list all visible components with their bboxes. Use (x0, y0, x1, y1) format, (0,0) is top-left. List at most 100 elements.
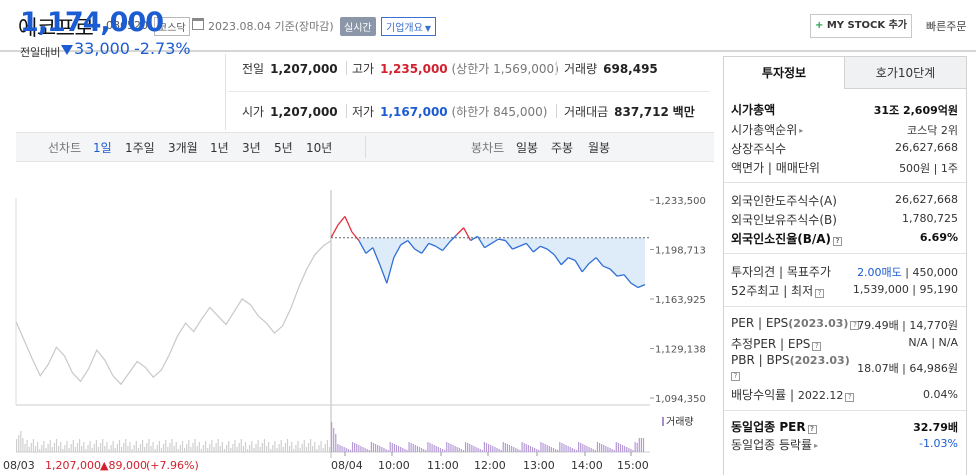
volume-bar-today (477, 448, 479, 452)
y-tick-label: 1,094,350 (655, 394, 706, 405)
dividend-label[interactable]: 배당수익률 | 2022.12? (731, 386, 855, 403)
volume-bar-today (339, 445, 341, 452)
tab-candle-weekly[interactable]: 주봉 (551, 141, 574, 155)
est-per-label[interactable]: 추정PER | EPS? (731, 335, 822, 352)
tab-period-3y[interactable]: 3년 (242, 141, 261, 155)
tab-order-book[interactable]: 호가10단계 (844, 57, 966, 89)
volume-bar-prev (184, 448, 186, 452)
volume-bar-prev (45, 448, 47, 452)
stock-name: 에코프로 (18, 16, 94, 40)
market-cap-value: 31조 2,609억원 (873, 104, 958, 117)
volume-bar-prev (139, 444, 142, 452)
volume-bar-today (531, 447, 534, 452)
volume-bar-prev (299, 448, 301, 452)
volume-bar-today (557, 450, 559, 452)
price-segment (358, 240, 367, 254)
volume-bar-prev (196, 446, 198, 452)
volume-bar-prev (270, 449, 272, 452)
add-mystock-button[interactable]: + MY STOCK 추가 (810, 14, 912, 38)
volume-bar-prev (112, 441, 114, 452)
foreign-ratio-label[interactable]: 외국인소진율(B/A)? (731, 230, 843, 247)
volume-bar-today (628, 448, 630, 452)
volume-bar-today (592, 449, 594, 452)
volume-bar-today (335, 434, 337, 452)
price-segment (574, 260, 583, 273)
volume-bar-today (481, 450, 483, 452)
tab-period-10y[interactable]: 10년 (306, 141, 333, 155)
volume-bar-today (588, 447, 590, 452)
quick-order-button[interactable]: 빠른주문 (926, 20, 967, 33)
market-cap-rank-value: 코스닥 2위 (907, 124, 958, 137)
price-segment (630, 282, 639, 289)
market-cap-rank-label[interactable]: 시가총액순위 ▸ (731, 123, 804, 137)
volume-bar-prev (265, 446, 268, 452)
volume-bar-prev (16, 439, 18, 452)
price-segment (525, 242, 534, 253)
volume-bar-prev (137, 448, 139, 452)
volume-bar-today (423, 449, 425, 452)
peer-per-label[interactable]: 동일업종 PER? (731, 418, 817, 435)
volume-bar-prev (276, 448, 278, 452)
tab-candle-monthly[interactable]: 월봉 (588, 141, 611, 155)
volume-bar-today (561, 443, 563, 452)
volume-bar-today (414, 445, 416, 452)
tab-period-3m[interactable]: 3개월 (168, 141, 198, 155)
volume-bar-prev (41, 445, 43, 452)
price-segment (435, 245, 443, 252)
volume-bar-today (563, 444, 565, 452)
volume-bar-prev (278, 444, 280, 452)
opinion-label: 투자의견 | 목표주가 (731, 265, 831, 279)
volume-bar-today (462, 450, 465, 452)
volume-bar-today (586, 446, 588, 452)
per-label[interactable]: PER | EPS(2023.03)? (731, 316, 860, 330)
volume-bar-today (485, 443, 488, 452)
volume-bar-today (578, 442, 580, 452)
w52-value: 1,539,000 | 95,190 (852, 283, 958, 296)
volume-bar-today (448, 443, 450, 452)
volume-bar-today (515, 448, 517, 452)
volume-bar-today (450, 444, 452, 452)
volume-bar-prev (251, 441, 253, 452)
volume-bar-prev (230, 448, 232, 452)
volume-bar-prev (234, 440, 236, 452)
price-segment (421, 243, 430, 254)
volume-bar-today (372, 443, 375, 452)
open-price: 시가 1,207,000 (242, 105, 338, 119)
volume-bar-today (634, 442, 636, 452)
y-tick-label: 1,198,713 (655, 245, 706, 256)
invest-info-panel (723, 56, 967, 475)
tab-period-1y[interactable]: 1년 (210, 141, 229, 155)
w52-label[interactable]: 52주최고 | 최저? (731, 282, 825, 299)
price-segment (330, 224, 339, 239)
tab-period-1w[interactable]: 1주일 (125, 141, 155, 155)
volume-bar-today (527, 445, 529, 452)
tab-candle-daily[interactable]: 일봉 (516, 141, 539, 155)
per-value: 79.49배 | 14,770원 (857, 319, 958, 332)
price-segment (637, 284, 646, 289)
realtime-button[interactable]: 실시간 (340, 17, 376, 36)
price-segment (602, 265, 611, 270)
volume-bar-prev (97, 447, 100, 452)
high-price: 고가 1,235,000 (상한가 1,569,000) (352, 62, 559, 76)
volume-bar-today (559, 442, 561, 452)
volume-bar-today (523, 443, 525, 452)
volume-bar-prev (39, 449, 41, 452)
volume-bar-prev (160, 448, 163, 452)
chevron-right-icon: ▸ (814, 441, 819, 450)
volume-bar-today (400, 447, 402, 452)
volume-bar-today (389, 442, 391, 452)
pbr-label[interactable]: PBR | BPS(2023.03)? (731, 353, 850, 381)
tab-period-1d[interactable]: 1일 (93, 141, 112, 155)
price-chart[interactable]: 1,233,500 1,198,713 1,163,925 1,129,138 1,09… (0, 180, 716, 475)
volume-bar-prev (261, 443, 263, 452)
peer-rate-label[interactable]: 동일업종 등락률 ▸ (731, 438, 819, 452)
company-overview-dropdown[interactable]: 기업개요 ▼ (381, 17, 436, 36)
tab-invest-info[interactable]: 투자정보 (724, 57, 844, 89)
tab-period-5y[interactable]: 5년 (274, 141, 293, 155)
volume-bar-prev (158, 441, 160, 452)
volume: 거래량 698,495 (564, 62, 658, 76)
volume-bar-prev (316, 449, 318, 452)
volume-bar-prev (213, 447, 215, 452)
volume-bar-prev (89, 441, 91, 452)
volume-bar-today (630, 449, 632, 452)
